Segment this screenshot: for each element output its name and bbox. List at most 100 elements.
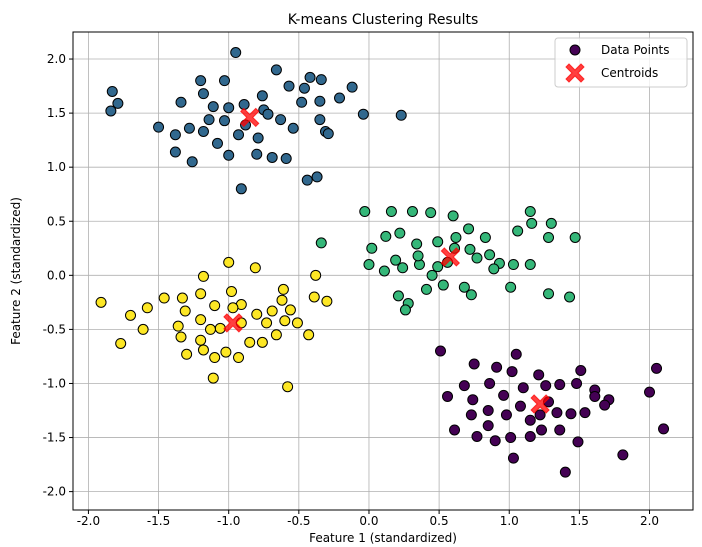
data-point-cluster-0 bbox=[500, 409, 512, 421]
data-point-cluster-3 bbox=[197, 344, 209, 356]
data-point-cluster-1 bbox=[197, 88, 209, 100]
data-point-cluster-2 bbox=[363, 259, 375, 271]
data-points bbox=[95, 47, 670, 478]
data-point-cluster-3 bbox=[291, 317, 303, 329]
data-point-cluster-3 bbox=[284, 304, 296, 316]
centroid-marker bbox=[440, 247, 461, 267]
data-point-cluster-0 bbox=[533, 369, 545, 381]
data-point-cluster-1 bbox=[256, 90, 268, 102]
data-point-cluster-0 bbox=[554, 424, 566, 436]
data-point-cluster-3 bbox=[244, 336, 256, 348]
centroids bbox=[223, 107, 550, 414]
data-point-cluster-2 bbox=[505, 281, 517, 293]
x-tick-label: 2.0 bbox=[640, 514, 659, 528]
data-point-cluster-1 bbox=[296, 96, 308, 108]
data-point-cluster-1 bbox=[169, 129, 181, 141]
y-tick-label: 1.5 bbox=[47, 106, 66, 120]
data-point-cluster-3 bbox=[115, 337, 127, 349]
data-point-cluster-0 bbox=[536, 424, 548, 436]
x-tick-label: 1.5 bbox=[570, 514, 589, 528]
data-point-cluster-2 bbox=[564, 291, 576, 303]
data-point-cluster-0 bbox=[458, 380, 470, 392]
y-tick-label: 0.0 bbox=[47, 268, 66, 282]
data-point-cluster-2 bbox=[432, 261, 444, 273]
data-point-cluster-3 bbox=[220, 346, 232, 358]
data-point-cluster-2 bbox=[471, 252, 483, 264]
data-point-cluster-0 bbox=[510, 348, 522, 360]
data-point-cluster-3 bbox=[179, 305, 191, 317]
data-point-cluster-2 bbox=[397, 262, 409, 274]
data-point-cluster-1 bbox=[287, 122, 299, 134]
data-point-cluster-1 bbox=[175, 96, 187, 108]
data-point-cluster-1 bbox=[262, 108, 274, 120]
data-point-cluster-0 bbox=[658, 423, 670, 435]
data-point-cluster-2 bbox=[412, 250, 424, 262]
data-point-cluster-1 bbox=[183, 122, 195, 134]
data-point-cluster-1 bbox=[251, 148, 263, 160]
data-point-cluster-1 bbox=[223, 149, 235, 161]
data-point-cluster-0 bbox=[589, 390, 601, 402]
data-point-cluster-2 bbox=[512, 225, 524, 237]
data-point-cluster-1 bbox=[357, 108, 369, 120]
data-point-cluster-1 bbox=[153, 121, 165, 133]
data-point-cluster-1 bbox=[112, 97, 124, 109]
data-point-cluster-3 bbox=[279, 315, 291, 327]
data-point-cluster-3 bbox=[181, 348, 193, 360]
data-point-cluster-1 bbox=[266, 151, 278, 163]
data-point-cluster-2 bbox=[484, 249, 496, 261]
data-point-cluster-1 bbox=[298, 82, 310, 94]
data-point-cluster-0 bbox=[507, 452, 519, 464]
data-point-cluster-1 bbox=[301, 174, 313, 186]
data-point-cluster-2 bbox=[366, 242, 378, 254]
data-point-cluster-3 bbox=[270, 329, 282, 341]
data-point-cluster-3 bbox=[172, 320, 184, 332]
data-point-cluster-3 bbox=[310, 269, 322, 281]
legend-marker-data-points bbox=[569, 44, 581, 56]
data-point-cluster-1 bbox=[186, 156, 198, 168]
data-point-cluster-0 bbox=[506, 366, 518, 378]
legend-marker-centroids bbox=[565, 63, 585, 83]
data-point-cluster-3 bbox=[176, 292, 188, 304]
data-point-cluster-1 bbox=[395, 109, 407, 121]
data-point-cluster-3 bbox=[204, 323, 216, 335]
data-point-cluster-3 bbox=[251, 308, 263, 320]
data-point-cluster-3 bbox=[282, 381, 294, 393]
data-point-cluster-0 bbox=[517, 382, 529, 394]
y-tick-label: 1.0 bbox=[47, 160, 66, 174]
data-point-cluster-1 bbox=[203, 114, 215, 126]
data-point-cluster-0 bbox=[651, 362, 663, 374]
data-point-cluster-0 bbox=[565, 408, 577, 420]
data-point-cluster-2 bbox=[315, 237, 327, 249]
data-point-cluster-0 bbox=[572, 436, 584, 448]
chart-title: K-means Clustering Results bbox=[288, 12, 479, 28]
data-point-cluster-3 bbox=[227, 302, 239, 314]
data-point-cluster-1 bbox=[315, 74, 327, 86]
data-point-cluster-2 bbox=[465, 289, 477, 301]
data-point-cluster-1 bbox=[230, 47, 242, 59]
data-point-cluster-1 bbox=[311, 171, 323, 183]
data-point-cluster-3 bbox=[195, 334, 207, 346]
data-point-cluster-3 bbox=[308, 291, 320, 303]
data-point-cluster-0 bbox=[471, 430, 483, 442]
data-point-cluster-2 bbox=[526, 217, 538, 229]
x-tick-label: -1.0 bbox=[217, 514, 240, 528]
data-point-cluster-0 bbox=[484, 377, 496, 389]
y-axis-label: Feature 2 (standardized) bbox=[9, 197, 23, 345]
data-point-cluster-1 bbox=[346, 81, 358, 93]
data-point-cluster-1 bbox=[106, 85, 118, 97]
data-point-cluster-2 bbox=[464, 243, 476, 255]
data-point-cluster-1 bbox=[283, 80, 295, 92]
y-tick-label: -2.0 bbox=[43, 485, 66, 499]
data-point-cluster-1 bbox=[280, 153, 292, 165]
data-point-cluster-2 bbox=[359, 206, 371, 218]
x-tick-label: -1.5 bbox=[147, 514, 170, 528]
data-point-cluster-0 bbox=[514, 400, 526, 412]
data-point-cluster-3 bbox=[95, 296, 107, 308]
data-point-cluster-2 bbox=[425, 207, 437, 219]
y-tick-label: -1.5 bbox=[43, 431, 66, 445]
data-point-cluster-3 bbox=[276, 294, 288, 306]
x-tick-label: -0.5 bbox=[287, 514, 310, 528]
x-tick-label: -2.0 bbox=[77, 514, 100, 528]
data-point-cluster-2 bbox=[385, 206, 397, 218]
y-tick-label: -0.5 bbox=[43, 322, 66, 336]
